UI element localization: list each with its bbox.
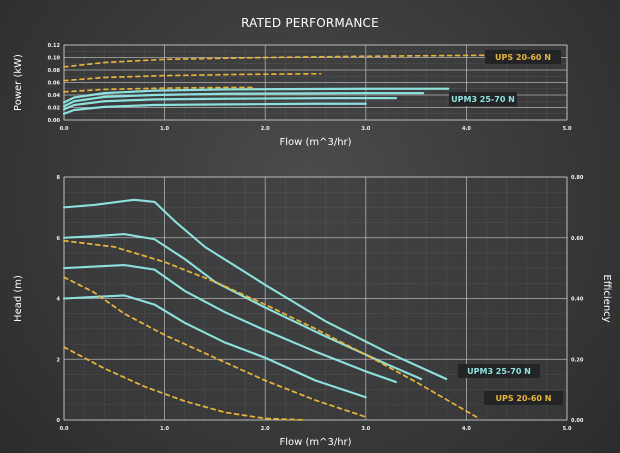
power-x-tick-label: 0.0 xyxy=(60,126,69,132)
power-series-ups-20-60-n-7 xyxy=(63,86,256,93)
power-x-axis-label: Flow (m^3/hr) xyxy=(279,137,351,148)
head-y2-tick-label: 0.00 xyxy=(571,418,584,424)
head-legend-label-1: UPM3 25-70 N xyxy=(467,367,531,376)
power-series-group xyxy=(62,54,518,115)
head-x-tick-label: 0.0 xyxy=(60,426,69,432)
power-y-tick-label: 0.06 xyxy=(48,81,61,87)
power-legend: UPS 20-60 N UPM3 25-70 N xyxy=(449,50,561,106)
power-x-tick-label: 5.0 xyxy=(563,126,572,132)
head-series-upm3-25-70-n-3 xyxy=(62,264,398,384)
power-plot-frame xyxy=(63,44,568,121)
head-y2-tick-label: 0.40 xyxy=(571,297,584,303)
head-y-tick-label: 6 xyxy=(57,236,61,242)
power-legend-label-2: UPM3 25-70 N xyxy=(451,95,515,104)
head-y-tick-label: 2 xyxy=(57,357,61,363)
head-legend: UPM3 25-70 N UPS 20-60 N xyxy=(458,364,563,405)
head-series-group xyxy=(62,198,478,421)
power-y-tick-label: 0.08 xyxy=(48,68,61,74)
head-y-tick-label: 4 xyxy=(57,297,61,303)
power-series-upm3-25-70-n-1 xyxy=(62,87,450,104)
power-series-ups-20-60-n-5 xyxy=(63,54,518,68)
power-y-axis-label: Power (kW) xyxy=(13,54,24,111)
head-series-ups-20-60-n-6 xyxy=(63,276,367,418)
head-y-tick-label: 0 xyxy=(57,418,61,424)
head-series-ups-20-60-n-7 xyxy=(63,346,307,421)
power-legend-label-1: UPS 20-60 N xyxy=(495,53,551,62)
power-y-tick-label: 0.04 xyxy=(48,93,61,99)
head-x-tick-label: 1.0 xyxy=(160,426,169,432)
power-x-tick-label: 4.0 xyxy=(462,126,471,132)
power-legend-box-1 xyxy=(485,50,561,64)
power-y-tick-label: 0.10 xyxy=(48,56,61,62)
head-x-axis-label: Flow (m^3/hr) xyxy=(279,437,351,448)
head-series-upm3-25-70-n-1 xyxy=(62,198,448,381)
head-series-upm3-25-70-n-4 xyxy=(62,294,367,399)
power-series-upm3-25-70-n-4 xyxy=(62,102,367,115)
power-x-tick-label: 1.0 xyxy=(160,126,169,132)
power-x-tick-label: 2.0 xyxy=(261,126,270,132)
power-series-upm3-25-70-n-2 xyxy=(62,92,425,108)
head-x-tick-label: 2.0 xyxy=(261,426,270,432)
power-y-tick-label: 0.12 xyxy=(48,43,61,49)
power-x-tick-label: 3.0 xyxy=(361,126,370,132)
head-y2-tick-label: 0.60 xyxy=(571,236,584,242)
power-legend-box-2 xyxy=(449,92,517,106)
head-legend-box-2 xyxy=(484,391,563,405)
head-y2-tick-label: 0.80 xyxy=(571,175,584,181)
head-series-ups-20-60-n-5 xyxy=(63,239,478,418)
head-y2-tick-label: 0.20 xyxy=(571,357,584,363)
power-series-ups-20-60-n-6 xyxy=(63,72,322,82)
head-legend-label-2: UPS 20-60 N xyxy=(496,394,552,403)
head-x-tick-label: 5.0 xyxy=(563,426,572,432)
head-legend-box-1 xyxy=(458,364,540,378)
head-y-axis-label: Head (m) xyxy=(13,275,24,322)
chart-title: RATED PERFORMANCE xyxy=(241,16,379,30)
power-chart: 0.0 1.0 2.0 3.0 4.0 5.0 0.00 0.02 0.04 0.06 0.08 0.… xyxy=(13,43,572,148)
power-series-upm3-25-70-n-3 xyxy=(62,97,398,111)
head-x-tick-label: 4.0 xyxy=(462,426,471,432)
head-chart: 0.0 1.0 2.0 3.0 4.0 5.0 0 2 4 6 8 0.00 0.20 0.40 0.60 0… xyxy=(13,175,612,448)
power-y-tick-label: 0.00 xyxy=(48,118,61,124)
head-x-tick-label: 3.0 xyxy=(361,426,370,432)
head-y-tick-label: 8 xyxy=(57,175,61,181)
head-y2-axis-label: Efficiency xyxy=(601,274,612,322)
power-y-tick-label: 0.02 xyxy=(48,106,61,112)
